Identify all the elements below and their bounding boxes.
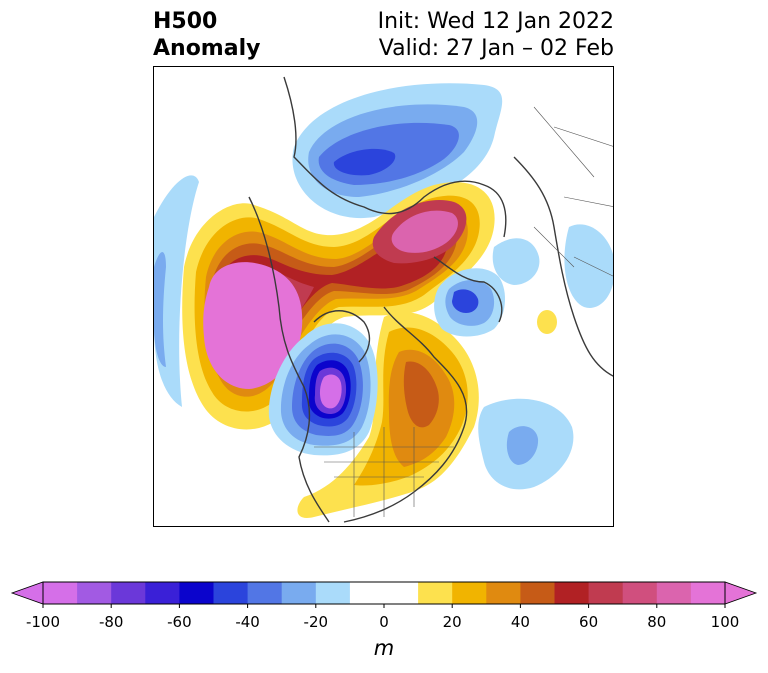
colorbar-cell — [656, 582, 692, 604]
borders — [314, 106, 613, 517]
valid-period: Valid: 27 Jan – 02 Feb — [378, 36, 614, 61]
map-title: H500 Anomaly — [153, 8, 260, 62]
colorbar-unit: m — [373, 636, 395, 660]
colorbar-extend-low — [10, 581, 44, 605]
colorbar-cell — [588, 582, 624, 604]
negative-anomaly-west-edge — [154, 175, 199, 407]
colorbar-tick-label: 60 — [579, 613, 599, 631]
negative-anomaly-east-asia — [492, 224, 613, 308]
colorbar-tick-label: -60 — [167, 613, 192, 631]
colorbar-tick-label: -40 — [235, 613, 260, 631]
colorbar-cell — [111, 582, 146, 604]
colorbar-tick-label: -100 — [25, 613, 61, 631]
colorbar-cell — [452, 582, 487, 604]
anomaly-label: Anomaly — [153, 36, 261, 61]
colorbar-cell — [418, 582, 453, 604]
colorbar-tick-label: 80 — [647, 613, 667, 631]
colorbar-cell — [520, 582, 555, 604]
negative-anomaly-japan — [434, 268, 506, 337]
anomaly-map — [153, 66, 614, 527]
colorbar-cell — [213, 582, 249, 604]
colorbar-cell — [145, 582, 180, 604]
colorbar-tick-label: -80 — [98, 613, 124, 631]
colorbar-tick-label: 0 — [379, 613, 389, 631]
colorbar — [10, 581, 758, 608]
colorbar-cell — [349, 582, 385, 604]
colorbar-cell — [622, 582, 658, 604]
colorbar-tick-label: 20 — [442, 613, 462, 631]
init-date: Init: Wed 12 Jan 2022 — [377, 9, 614, 34]
colorbar-cell — [315, 582, 351, 604]
coastlines — [248, 76, 613, 523]
colorbar-tick-label: -20 — [303, 613, 329, 631]
colorbar-cell — [281, 582, 317, 604]
negative-anomaly-eurasia — [292, 83, 503, 219]
colorbar-cell — [179, 582, 214, 604]
date-info: Init: Wed 12 Jan 2022 Valid: 27 Jan – 02… — [378, 8, 614, 62]
colorbar-cell — [77, 582, 112, 604]
colorbar-tick-label: 40 — [510, 613, 530, 631]
colorbar-cell — [247, 582, 283, 604]
colorbar-tick-label: 100 — [710, 613, 740, 631]
colorbar-cell — [43, 582, 78, 604]
variable-label: H500 — [153, 9, 218, 34]
colorbar-cell — [384, 582, 419, 604]
anomaly-map-graphic — [154, 76, 613, 523]
colorbar-cell — [554, 582, 590, 604]
colorbar-cell — [690, 582, 726, 604]
small-positive-anomaly — [537, 310, 557, 334]
colorbar-extend-high — [724, 581, 758, 605]
colorbar-cell — [486, 582, 521, 604]
negative-anomaly-atlantic — [478, 398, 574, 490]
positive-anomaly-east — [297, 312, 479, 518]
positive-anomaly-ridge — [182, 182, 495, 430]
